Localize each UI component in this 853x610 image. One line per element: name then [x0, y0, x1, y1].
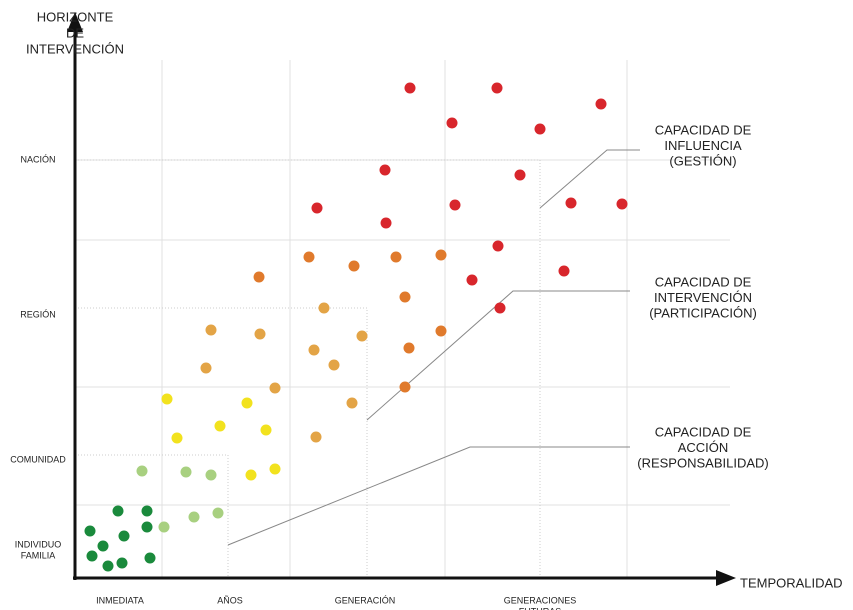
- dot: [161, 393, 173, 405]
- dot: [399, 381, 411, 393]
- dot: [318, 302, 330, 314]
- dot: [141, 521, 153, 533]
- dot: [241, 397, 253, 409]
- dot: [245, 469, 257, 481]
- x-arrow: [716, 570, 736, 586]
- dot: [404, 82, 416, 94]
- dot: [84, 525, 96, 537]
- dot: [112, 505, 124, 517]
- annotation: CAPACIDAD DE: [655, 424, 752, 439]
- dot: [514, 169, 526, 181]
- y-axis-title: HORIZONTE: [37, 9, 114, 24]
- dot: [616, 198, 628, 210]
- dot: [158, 521, 170, 533]
- dot: [348, 260, 360, 272]
- y-axis-title: DE: [66, 25, 84, 40]
- dot: [565, 197, 577, 209]
- dot: [136, 465, 148, 477]
- dot: [403, 342, 415, 354]
- dot: [212, 507, 224, 519]
- x-level-label: AÑOS: [217, 595, 243, 605]
- x-level-label: FUTURAS: [519, 606, 562, 610]
- x-level-label: GENERACIÓN: [335, 595, 396, 605]
- dot: [558, 265, 570, 277]
- dot: [118, 530, 130, 542]
- dot: [379, 164, 391, 176]
- dot: [356, 330, 368, 342]
- dot: [269, 463, 281, 475]
- dot: [595, 98, 607, 110]
- axes: [67, 12, 736, 586]
- dot: [494, 302, 506, 314]
- y-level-label: NACIÓN: [20, 154, 55, 164]
- leader-line: [539, 149, 640, 209]
- annotation: INFLUENCIA: [664, 138, 742, 153]
- dot: [116, 557, 128, 569]
- dot: [269, 382, 281, 394]
- y-level-label: REGIÓN: [20, 309, 56, 319]
- dots: [84, 82, 628, 572]
- dot: [435, 325, 447, 337]
- x-level-label: GENERACIONES: [504, 595, 577, 605]
- dot: [449, 199, 461, 211]
- dot: [328, 359, 340, 371]
- leader-line: [227, 446, 630, 546]
- grid: [74, 60, 730, 579]
- y-level-label: INDIVIDUO: [15, 539, 62, 549]
- dot: [180, 466, 192, 478]
- dot: [171, 432, 183, 444]
- dot: [308, 344, 320, 356]
- dot: [303, 251, 315, 263]
- dot: [200, 362, 212, 374]
- annotation: INTERVENCIÓN: [654, 290, 752, 305]
- dot: [205, 469, 217, 481]
- dot: [491, 82, 503, 94]
- dot: [253, 271, 265, 283]
- dot: [97, 540, 109, 552]
- leader-lines: [227, 149, 640, 546]
- dot: [380, 217, 392, 229]
- dot: [466, 274, 478, 286]
- dot: [260, 424, 272, 436]
- dot: [346, 397, 358, 409]
- annotation: CAPACIDAD DE: [655, 274, 752, 289]
- dot: [310, 431, 322, 443]
- dot: [492, 240, 504, 252]
- labels: HORIZONTEDEINTERVENCIÓNNACIÓNREGIÓNCOMUN…: [10, 9, 842, 610]
- annotation: (PARTICIPACIÓN): [649, 305, 757, 320]
- y-level-label: FAMILIA: [21, 550, 56, 560]
- dot: [390, 251, 402, 263]
- y-arrow: [67, 12, 83, 32]
- dot: [86, 550, 98, 562]
- y-axis-title: INTERVENCIÓN: [26, 41, 124, 56]
- x-level-label: INMEDIATA: [96, 595, 144, 605]
- dot: [254, 328, 266, 340]
- annotation: (RESPONSABILIDAD): [637, 455, 768, 470]
- dot: [446, 117, 458, 129]
- y-level-label: COMUNIDAD: [10, 454, 66, 464]
- dot: [399, 291, 411, 303]
- dot: [435, 249, 447, 261]
- dot: [534, 123, 546, 135]
- dot: [205, 324, 217, 336]
- annotation: (GESTIÓN): [669, 153, 736, 168]
- annotation: ACCIÓN: [678, 440, 729, 455]
- dot: [311, 202, 323, 214]
- dot: [144, 552, 156, 564]
- leader-line: [366, 290, 630, 421]
- annotation: CAPACIDAD DE: [655, 122, 752, 137]
- x-axis-title: TEMPORALIDAD: [740, 575, 843, 590]
- dot: [141, 505, 153, 517]
- dot: [102, 560, 114, 572]
- dot: [214, 420, 226, 432]
- dot: [188, 511, 200, 523]
